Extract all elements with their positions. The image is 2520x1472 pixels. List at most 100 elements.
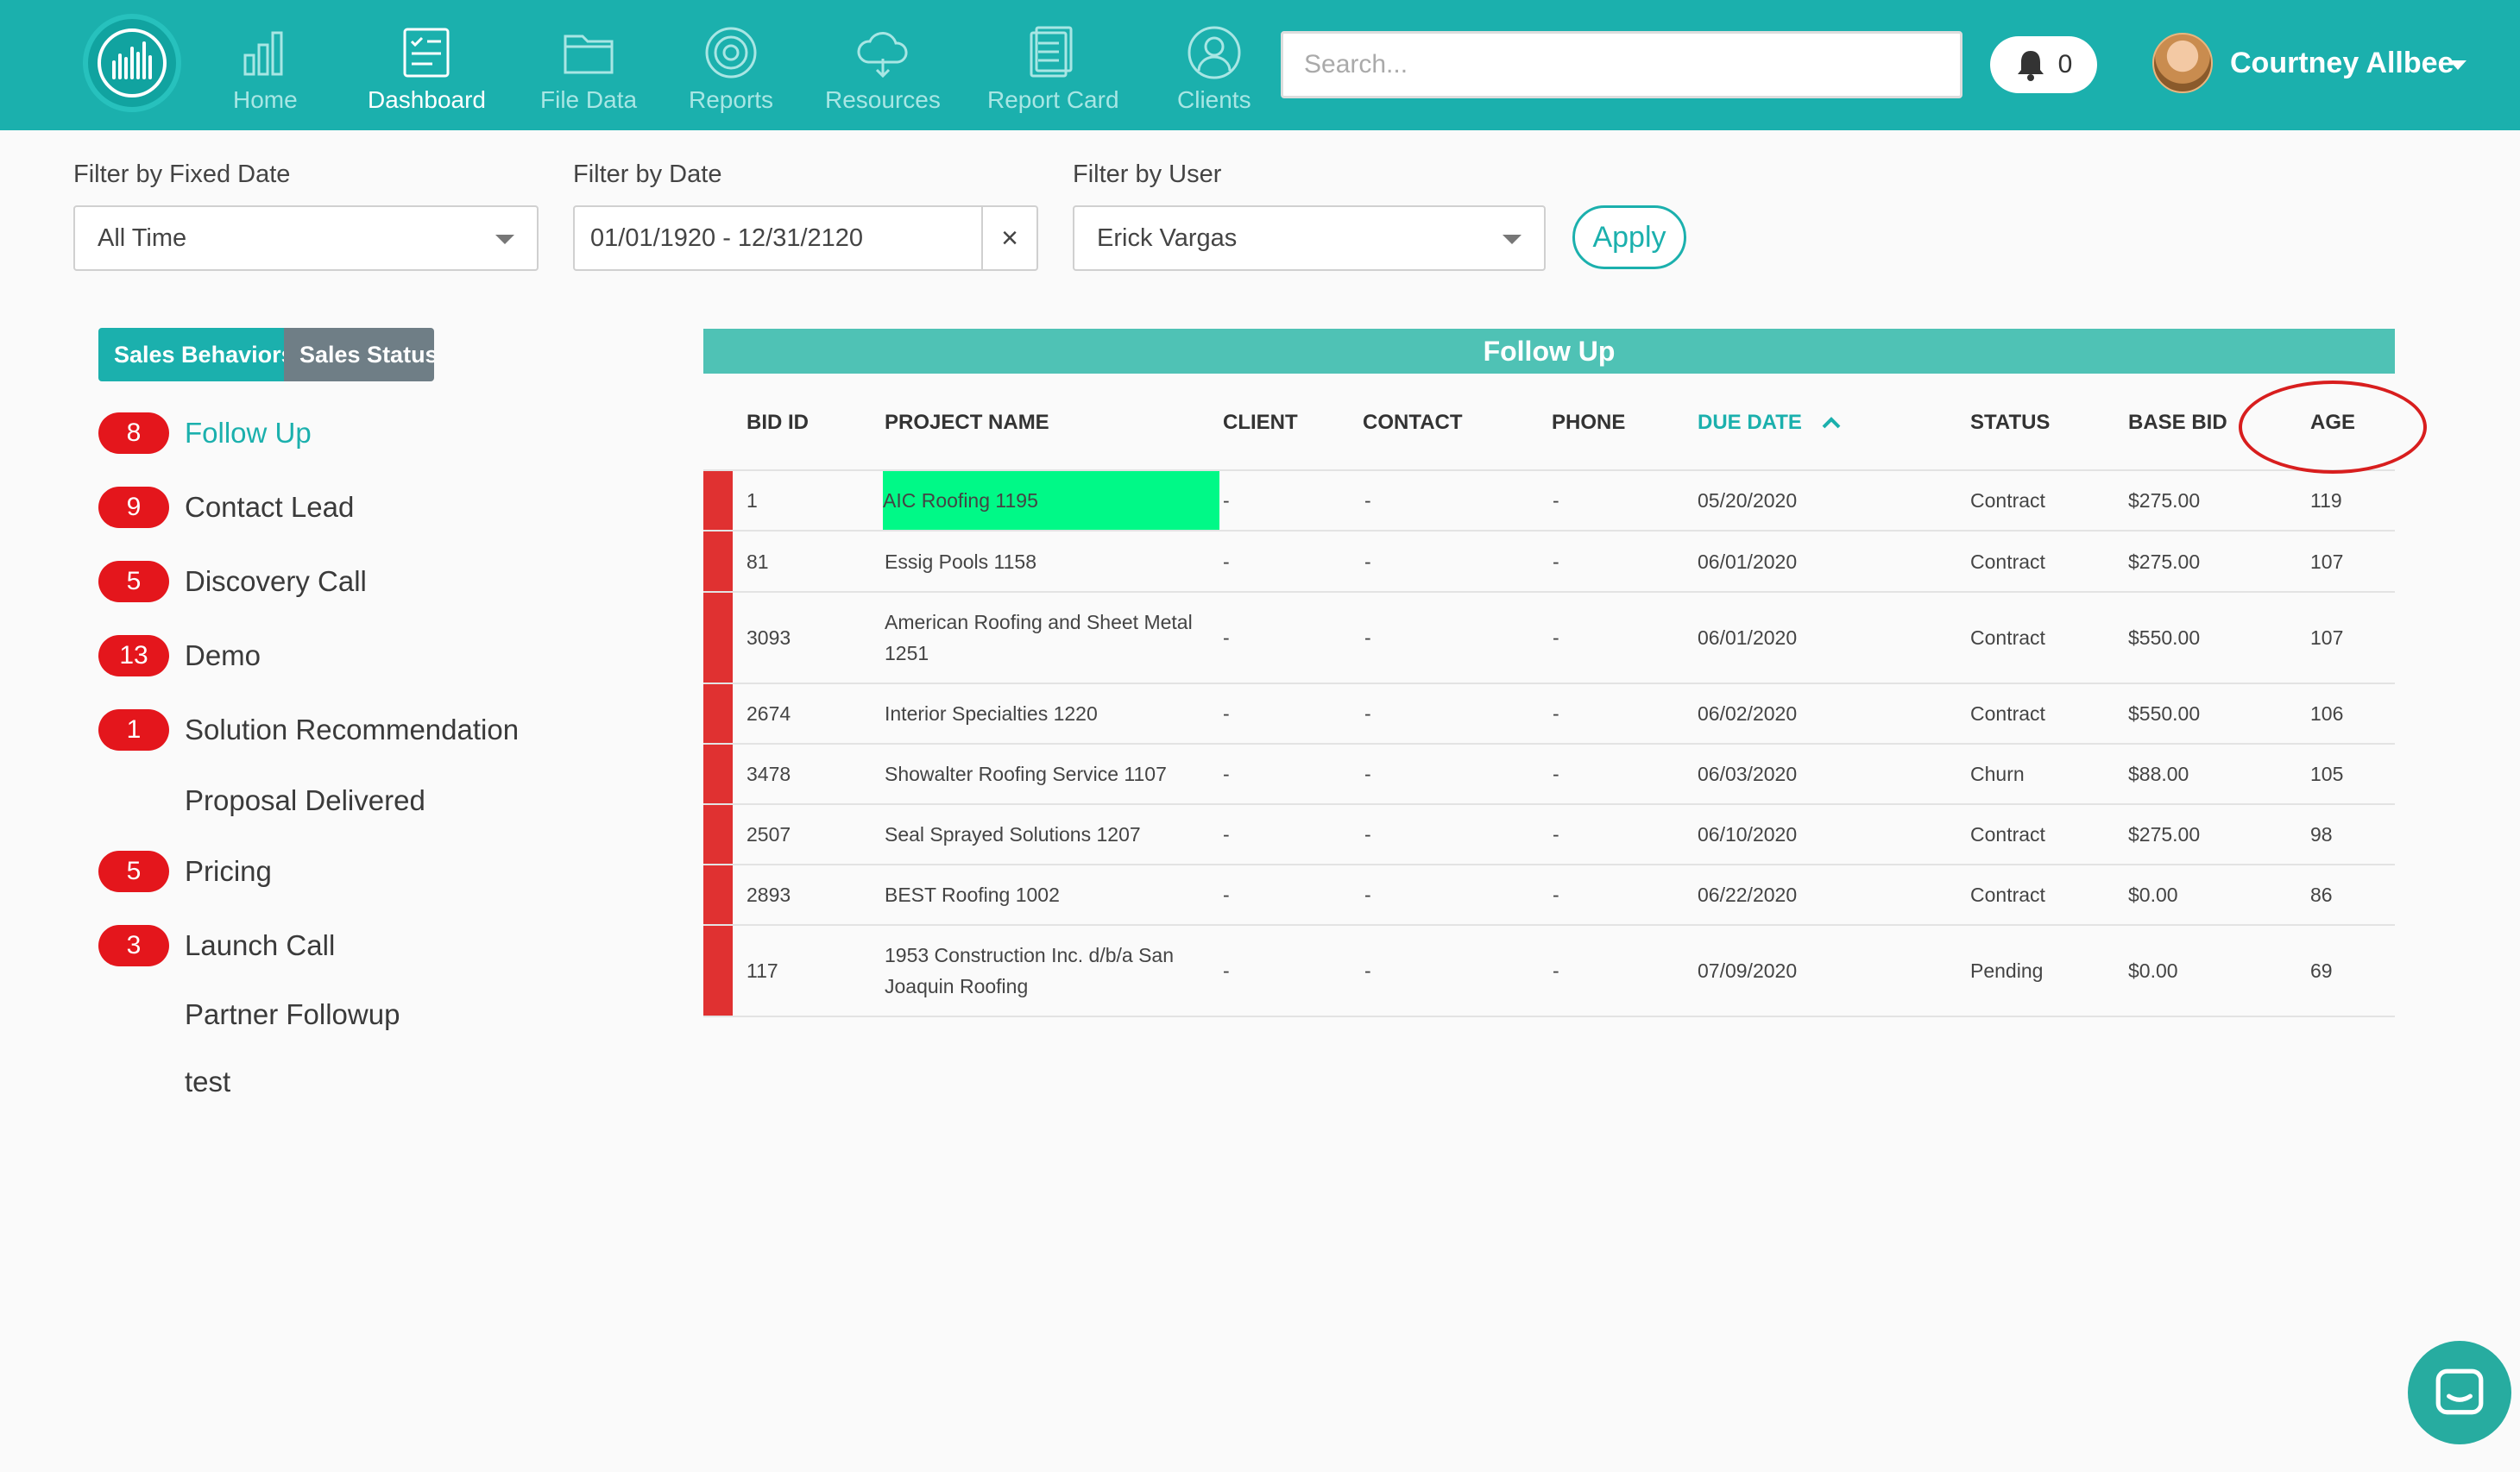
nav-clients[interactable]: Clients <box>1177 24 1251 121</box>
fixed-date-select[interactable]: All Time <box>73 205 539 271</box>
age-cell: 69 <box>2310 959 2333 982</box>
column-base-bid[interactable]: BASE BID <box>2128 410 2227 434</box>
count-badge: 5 <box>98 851 169 892</box>
category-discovery-call[interactable]: 5 Discovery Call <box>98 559 367 604</box>
sales-view-toggle: Sales Behaviors Sales Status <box>98 328 434 381</box>
status-cell: Contract <box>1970 626 2045 649</box>
column-status[interactable]: STATUS <box>1970 410 2051 434</box>
bar-chart-icon <box>243 31 283 76</box>
row-status-marker <box>703 684 733 743</box>
base-bid-cell: $550.00 <box>2128 626 2201 649</box>
table-row[interactable]: 2893 BEST Roofing 1002 - - - 06/22/2020 … <box>703 865 2395 926</box>
base-bid-cell: $275.00 <box>2128 823 2201 846</box>
category-partner-followup[interactable]: Partner Followup <box>98 992 400 1037</box>
count-badge <box>98 994 169 1035</box>
contact-cell: - <box>1364 884 1371 906</box>
chat-widget-button[interactable] <box>2408 1341 2511 1444</box>
fixed-date-value: All Time <box>98 223 187 252</box>
category-demo[interactable]: 13 Demo <box>98 633 261 678</box>
nav-file-data[interactable]: File Data <box>540 24 637 121</box>
table-row[interactable]: 2674 Interior Specialties 1220 - - - 06/… <box>703 684 2395 745</box>
table-row[interactable]: 3093 American Roofing and Sheet Metal 12… <box>703 593 2395 684</box>
age-cell: 106 <box>2310 702 2344 725</box>
category-label: Launch Call <box>185 929 336 961</box>
bid-id-cell: 1 <box>747 489 758 512</box>
column-due-date[interactable]: DUE DATE <box>1698 374 1842 471</box>
column-client[interactable]: CLIENT <box>1223 410 1298 434</box>
phone-cell: - <box>1553 823 1559 846</box>
age-cell: 98 <box>2310 823 2333 846</box>
sales-status-tab[interactable]: Sales Status <box>284 328 434 381</box>
project-name-cell[interactable]: BEST Roofing 1002 <box>885 884 1060 906</box>
contact-cell: - <box>1364 550 1371 573</box>
phone-cell: - <box>1553 702 1559 725</box>
nav-home[interactable]: Home <box>233 24 298 121</box>
category-label: Solution Recommendation <box>185 714 520 745</box>
row-status-marker <box>703 865 733 924</box>
contact-cell: - <box>1364 626 1371 649</box>
age-cell: 107 <box>2310 550 2344 573</box>
due-date-cell: 07/09/2020 <box>1698 959 1798 982</box>
table-row[interactable]: 117 1953 Construction Inc. d/b/a San Joa… <box>703 926 2395 1017</box>
row-status-marker <box>703 805 733 864</box>
project-name-cell[interactable]: Showalter Roofing Service 1107 <box>885 763 1167 785</box>
age-annotation-circle <box>2239 381 2427 474</box>
category-follow-up[interactable]: 8 Follow Up <box>98 411 312 456</box>
search-input[interactable] <box>1281 31 1962 98</box>
category-solution-recommendation[interactable]: 1 Solution Recommendation <box>98 708 519 752</box>
project-name-cell[interactable]: AIC Roofing 1195 <box>883 471 1219 530</box>
category-launch-call[interactable]: 3 Launch Call <box>98 923 335 968</box>
contact-cell: - <box>1364 763 1371 785</box>
project-name-cell[interactable]: 1953 Construction Inc. d/b/a San Joaquin… <box>885 944 1174 997</box>
table-row[interactable]: 81 Essig Pools 1158 - - - 06/01/2020 Con… <box>703 532 2395 593</box>
table-row[interactable]: 1 AIC Roofing 1195 - - - 05/20/2020 Cont… <box>703 471 2395 532</box>
chevron-down-icon[interactable] <box>2449 60 2466 70</box>
nav-report-card[interactable]: Report Card <box>987 24 1119 121</box>
date-range-input[interactable]: 01/01/1920 - 12/31/2120 × <box>573 205 1038 271</box>
project-name-cell[interactable]: Seal Sprayed Solutions 1207 <box>885 823 1141 846</box>
nav-reports[interactable]: Reports <box>689 24 773 121</box>
row-status-marker <box>703 532 733 591</box>
category-pricing[interactable]: 5 Pricing <box>98 849 272 894</box>
notifications-button[interactable]: 0 <box>1990 36 2097 93</box>
bid-id-cell: 2674 <box>747 702 791 725</box>
phone-cell: - <box>1553 959 1559 982</box>
sales-behaviors-tab[interactable]: Sales Behaviors <box>98 328 294 381</box>
category-proposal-delivered[interactable]: Proposal Delivered <box>98 778 425 823</box>
phone-cell: - <box>1553 489 1559 512</box>
category-label: test <box>185 1066 231 1098</box>
date-filter-label: Filter by Date <box>573 160 722 188</box>
table-row[interactable]: 2507 Seal Sprayed Solutions 1207 - - - 0… <box>703 805 2395 865</box>
column-due-date-label: DUE DATE <box>1698 410 1802 434</box>
table-row[interactable]: 3478 Showalter Roofing Service 1107 - - … <box>703 745 2395 805</box>
logo-bars-icon <box>98 28 167 98</box>
project-name-cell[interactable]: Essig Pools 1158 <box>885 550 1037 573</box>
nav-label: File Data <box>540 86 638 113</box>
user-select[interactable]: Erick Vargas <box>1073 205 1546 271</box>
user-name[interactable]: Courtney Allbee <box>2230 47 2454 79</box>
client-cell: - <box>1223 823 1230 846</box>
status-cell: Churn <box>1970 763 2025 785</box>
column-phone[interactable]: PHONE <box>1552 410 1626 434</box>
client-cell: - <box>1223 763 1230 785</box>
category-contact-lead[interactable]: 9 Contact Lead <box>98 485 354 530</box>
project-name-cell[interactable]: American Roofing and Sheet Metal 1251 <box>885 611 1193 664</box>
column-project-name[interactable]: PROJECT NAME <box>885 410 1049 434</box>
status-cell: Pending <box>1970 959 2044 982</box>
nav-resources[interactable]: Resources <box>825 24 941 121</box>
column-contact[interactable]: CONTACT <box>1363 410 1463 434</box>
client-cell: - <box>1223 489 1230 512</box>
category-test[interactable]: test <box>98 1060 230 1104</box>
document-icon <box>1030 26 1073 78</box>
avatar[interactable] <box>2152 33 2213 93</box>
cloud-icon <box>857 32 908 79</box>
apply-button[interactable]: Apply <box>1572 205 1686 269</box>
nav-label: Report Card <box>987 86 1119 113</box>
column-bid-id[interactable]: BID ID <box>747 410 809 434</box>
contact-cell: - <box>1364 823 1371 846</box>
nav-dashboard[interactable]: Dashboard <box>368 24 486 121</box>
app-logo[interactable] <box>83 14 181 112</box>
clear-date-button[interactable]: × <box>981 207 1036 269</box>
client-cell: - <box>1223 550 1230 573</box>
project-name-cell[interactable]: Interior Specialties 1220 <box>885 702 1098 725</box>
